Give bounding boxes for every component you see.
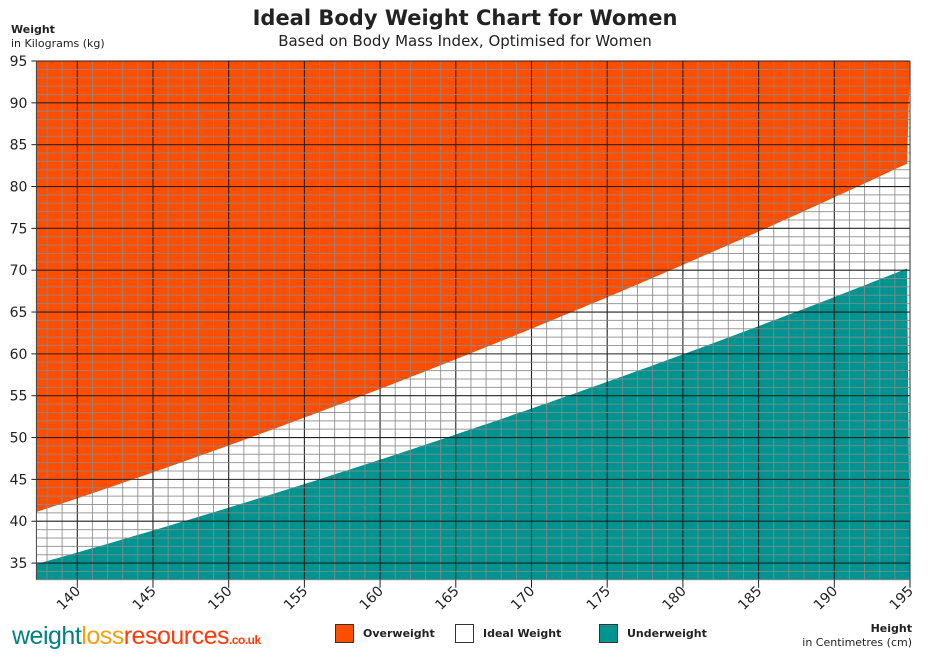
x-axis-label: Height in Centimetres (cm) xyxy=(802,622,912,650)
legend-swatch xyxy=(455,624,474,643)
y-tick-label: 85 xyxy=(10,138,28,154)
x-axis-title: Height xyxy=(870,622,912,635)
y-tick-label: 40 xyxy=(10,514,28,530)
x-tick-label: 175 xyxy=(584,583,614,613)
x-tick-label: 155 xyxy=(281,583,311,613)
x-tick-label: 140 xyxy=(54,583,84,613)
x-tick-label: 190 xyxy=(811,583,841,613)
legend-swatch xyxy=(599,624,618,643)
x-tick-label: 170 xyxy=(508,583,538,613)
y-axis-unit: in Kilograms (kg) xyxy=(11,37,105,50)
chart-title: Ideal Body Weight Chart for Women xyxy=(252,6,678,30)
x-tick-label: 185 xyxy=(735,583,765,613)
legend-label: Underweight xyxy=(627,627,707,640)
y-axis-label: Weight in Kilograms (kg) xyxy=(11,23,105,51)
band-underweight xyxy=(36,268,910,580)
y-tick-label: 80 xyxy=(10,180,28,196)
legend-label: Overweight xyxy=(363,627,435,640)
x-tick-label: 195 xyxy=(887,583,917,613)
y-tick-label: 55 xyxy=(10,389,28,405)
y-tick-label: 60 xyxy=(10,347,28,363)
x-tick-label: 180 xyxy=(660,583,690,613)
y-tick-label: 90 xyxy=(10,96,28,112)
legend-ideal-weight: Ideal Weight xyxy=(455,624,561,643)
x-tick-label: 145 xyxy=(130,583,160,613)
y-tick-label: 35 xyxy=(10,556,28,572)
chart-subtitle: Based on Body Mass Index, Optimised for … xyxy=(278,32,652,50)
y-axis-title: Weight xyxy=(11,23,55,36)
x-tick-label: 150 xyxy=(205,583,235,613)
y-tick-label: 75 xyxy=(10,221,28,237)
brand-logo[interactable]: weightlossresources.co.uk xyxy=(12,622,261,650)
legend-label: Ideal Weight xyxy=(483,627,562,640)
y-tick-label: 50 xyxy=(10,431,28,447)
y-tick-label: 45 xyxy=(10,472,28,488)
band-ideal-weight xyxy=(36,163,907,565)
legend-underweight: Underweight xyxy=(599,624,707,643)
x-tick-label: 165 xyxy=(432,583,462,613)
x-axis-unit: in Centimetres (cm) xyxy=(802,636,912,649)
legend-overweight: Overweight xyxy=(335,624,435,643)
y-tick-label: 95 xyxy=(10,54,28,70)
legend-swatch xyxy=(335,624,354,643)
y-tick-label: 65 xyxy=(10,305,28,321)
y-tick-label: 70 xyxy=(10,263,28,279)
x-tick-label: 160 xyxy=(357,583,387,613)
